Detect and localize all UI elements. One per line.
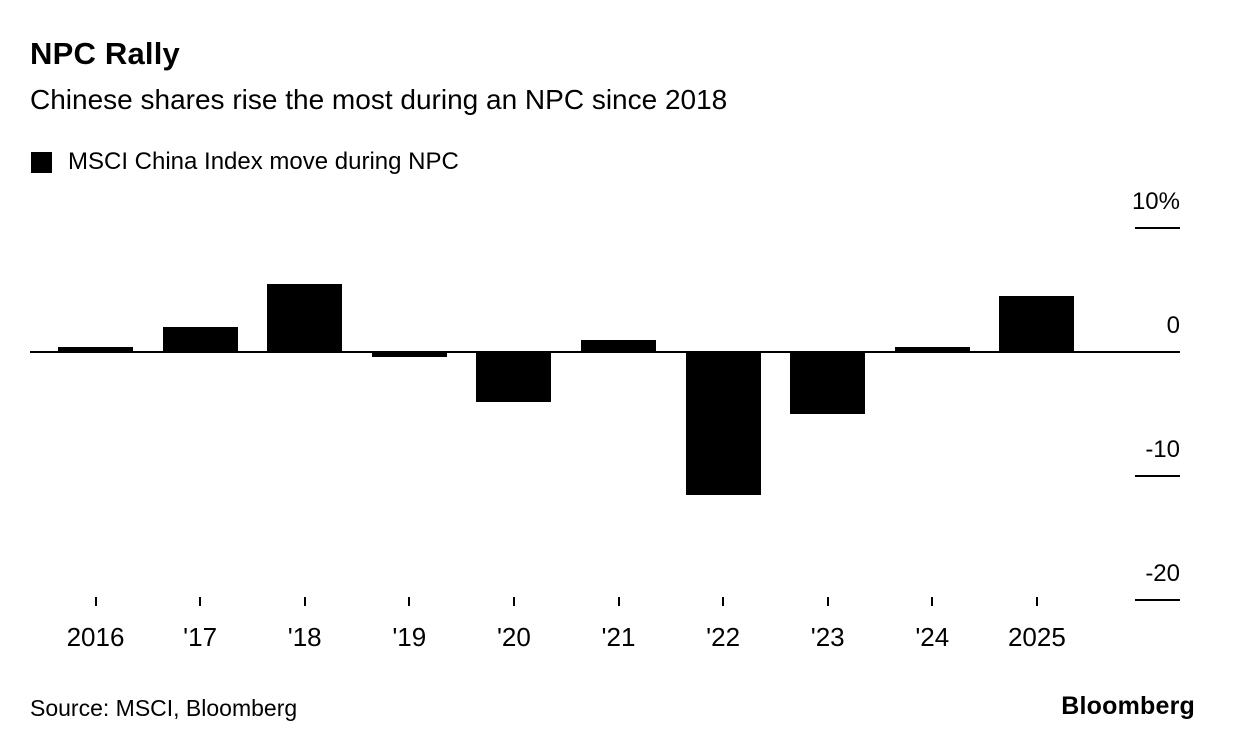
x-tick-label: '19 [392,622,427,652]
x-tick-label: '23 [810,622,845,652]
y-tick-label: -10 [1145,436,1180,464]
x-tick-label: '22 [706,622,741,652]
legend-label: MSCI China Index move during NPC [68,148,459,175]
x-tick [408,597,411,606]
legend: MSCI China Index move during NPC [31,150,459,174]
x-tick-label: 2016 [66,622,125,652]
x-tick [94,597,97,606]
bar-22 [685,351,761,495]
x-tick-label: '20 [496,622,531,652]
y-tick-label: -20 [1145,560,1180,588]
x-tick [1035,597,1038,606]
x-tick [722,597,725,606]
x-tick [931,597,934,606]
source-note: Source: MSCI, Bloomberg [30,695,298,721]
bar-17 [162,327,238,352]
x-tick [617,597,620,606]
x-tick-label: '24 [915,622,950,652]
x-tick-label: '17 [183,622,218,652]
x-tick-label: '18 [287,622,322,652]
bar-24 [894,346,970,352]
bloomberg-logo: Bloomberg [1061,692,1195,720]
bar-18 [267,283,343,352]
y-tick-line [1135,475,1180,478]
chart-subtitle: Chinese shares rise the most during an N… [30,84,728,115]
bar-23 [790,351,866,414]
y-tick-label: 10% [1131,187,1180,215]
x-tick-label: '21 [601,622,636,652]
bar-20 [476,351,552,402]
y-tick-line [1135,226,1180,229]
x-tick [512,597,515,606]
bar-2025 [999,296,1075,352]
bar-2016 [58,346,133,352]
x-tick [303,597,306,606]
bar-21 [581,339,656,352]
y-tick-line [1135,599,1180,602]
chart-title: NPC Rally [30,36,180,71]
x-tick [199,597,202,606]
bar-19 [371,351,447,357]
x-tick-label: 2025 [1007,622,1066,652]
legend-swatch-icon [31,151,52,173]
y-tick-label: 0 [1166,311,1180,339]
zero-axis-line [30,350,1180,353]
x-tick [826,597,829,606]
